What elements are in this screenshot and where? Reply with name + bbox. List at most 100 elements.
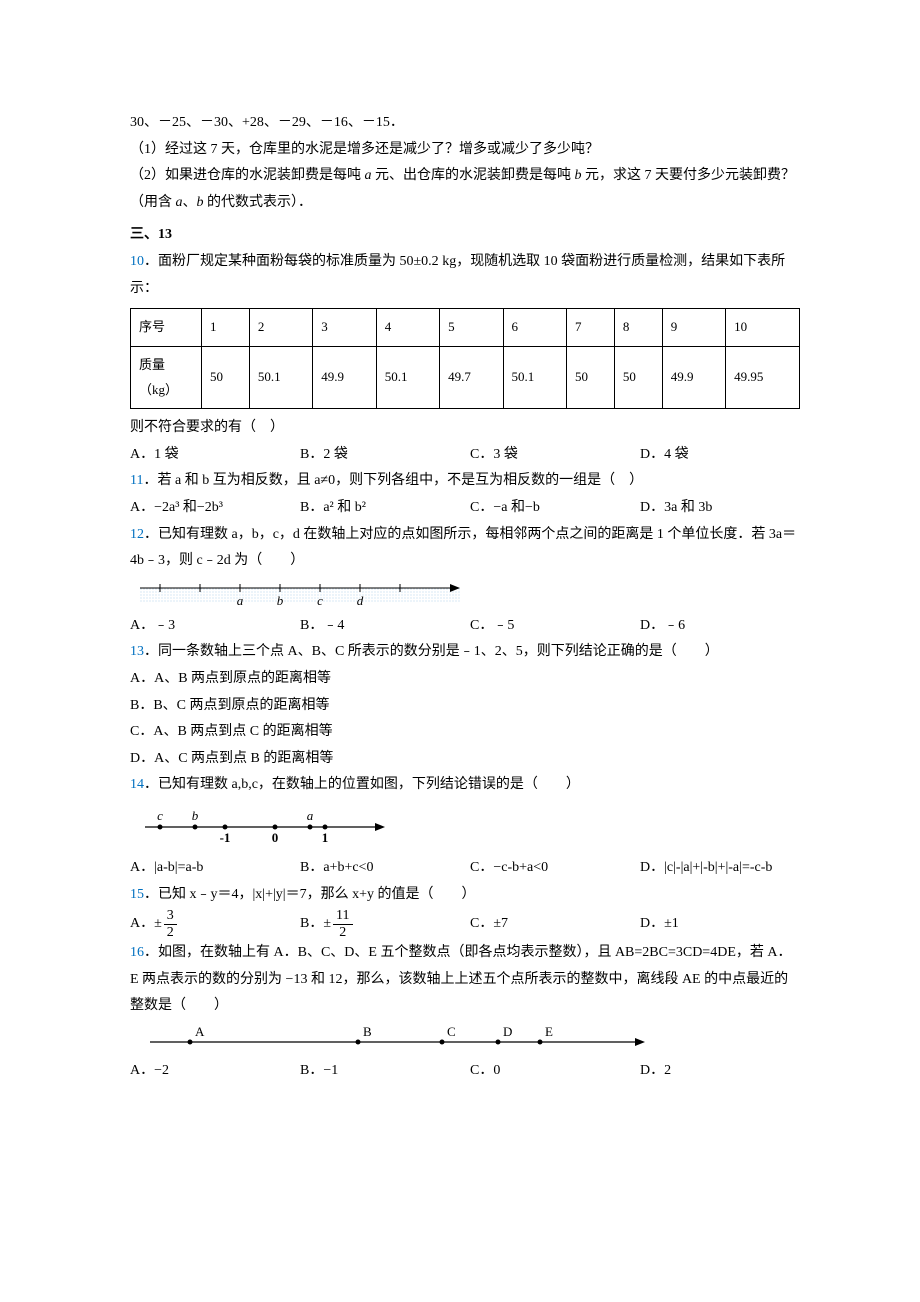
q14-text: ．已知有理数 a,b,c，在数轴上的位置如图，下列结论错误的是（ ） [144, 777, 580, 792]
q11-A: A．−2a³ 和−2b³ [130, 495, 300, 522]
q2-d: 、 [183, 195, 197, 210]
q10-a: 面粉厂规定某种面粉每袋的标准质量为 [158, 254, 400, 269]
q15-C: C．±7 [470, 911, 640, 938]
q16-text: ．如图，在数轴上有 A．B、C、D、E 五个整数点（即各点均表示整数），且 AB… [130, 945, 791, 1013]
q12-text: ．已知有理数 a，b，c，d 在数轴上对应的点如图所示，每相邻两个点之间的距离是… [130, 527, 796, 569]
q12-D: D．﹣6 [640, 613, 685, 640]
q16-C: C [447, 1024, 456, 1039]
q16-opt-A: A．−2 [130, 1058, 300, 1085]
q15-A-num: 3 [164, 908, 177, 924]
q12-B: B．﹣4 [300, 613, 470, 640]
th-2: 2 [249, 309, 312, 347]
q12-A: A．﹣3 [130, 613, 300, 640]
q14-C: C．−c-b+a<0 [470, 855, 640, 882]
q14-a: a [307, 808, 314, 823]
q13: 13．同一条数轴上三个点 A、B、C 所表示的数分别是﹣1、2、5，则下列结论正… [130, 639, 800, 666]
q12-label-b: b [277, 593, 284, 608]
q12-label-c: c [317, 593, 323, 608]
q10-D: D．4 袋 [640, 442, 689, 469]
q12-num: 12 [130, 527, 144, 542]
q14-m1: -1 [220, 830, 231, 845]
q16-opt-B: B．−1 [300, 1058, 470, 1085]
q16-figure: A B C D E [140, 1024, 800, 1054]
intro-line1: 30、－25、－30、+28、－29、－16、－15． [130, 110, 800, 137]
td-3: 49.9 [313, 346, 376, 408]
q15-A-pre: A．± [130, 916, 162, 931]
q15-num: 15 [130, 887, 144, 902]
var-a: a [365, 168, 372, 183]
q14: 14．已知有理数 a,b,c，在数轴上的位置如图，下列结论错误的是（ ） [130, 772, 800, 799]
q10-tail: 则不符合要求的有（ ） [130, 415, 800, 442]
q2-b: 元、出仓库的水泥装卸费是每吨 [372, 168, 575, 183]
q14-p1: 1 [322, 830, 329, 845]
q11-C: C．−a 和−b [470, 495, 640, 522]
q14-figure: c b a -1 0 1 [140, 807, 800, 847]
q10-num: 10 [130, 254, 144, 269]
q2-e: 的代数式表示）． [204, 195, 313, 210]
q12-label-a: a [237, 593, 244, 608]
table-data-row: 质量（kg） 50 50.1 49.9 50.1 49.7 50.1 50 50… [131, 346, 800, 408]
q12-opts: A．﹣3 B．﹣4 C．﹣5 D．﹣6 [130, 613, 800, 640]
section-3-heading: 三、13 [130, 222, 800, 249]
q16: 16．如图，在数轴上有 A．B、C、D、E 五个整数点（即各点均表示整数），且 … [130, 940, 800, 1020]
th-6: 6 [503, 309, 566, 347]
q15-A-den: 2 [164, 925, 177, 940]
q12-figure: a b c d [140, 579, 800, 609]
q15-D: D．±1 [640, 911, 679, 938]
th-8: 8 [614, 309, 662, 347]
q16-B: B [363, 1024, 372, 1039]
td-1: 50 [202, 346, 250, 408]
q12-label-d: d [357, 593, 364, 608]
q16-opts: A．−2 B．−1 C．0 D．2 [130, 1058, 800, 1085]
q16-A: A [195, 1024, 205, 1039]
q14-z: 0 [272, 830, 279, 845]
q2-a: （2）如果进仓库的水泥装卸费是每吨 [130, 168, 365, 183]
q11-B: B．a² 和 b² [300, 495, 470, 522]
q15-opts: A．±32 B．±112 C．±7 D．±1 [130, 908, 800, 940]
q10-unit: kg， [439, 254, 471, 269]
rowlabel: 质量（kg） [131, 346, 202, 408]
q10-C: C．3 袋 [470, 442, 640, 469]
intro-q1: （1）经过这 7 天，仓库里的水泥是增多还是减少了？增多或减少了多少吨？ [130, 137, 800, 164]
var-a2: a [176, 195, 183, 210]
q16-D: D [503, 1024, 512, 1039]
var-b2: b [197, 195, 204, 210]
q15-B-den: 2 [333, 925, 352, 940]
q10: 10．面粉厂规定某种面粉每袋的标准质量为 50±0.2 kg，现随机选取 10 … [130, 249, 800, 302]
td-2: 50.1 [249, 346, 312, 408]
td-4: 50.1 [376, 346, 439, 408]
q12: 12．已知有理数 a，b，c，d 在数轴上对应的点如图所示，每相邻两个点之间的距… [130, 522, 800, 575]
q11-opts: A．−2a³ 和−2b³ B．a² 和 b² C．−a 和−b D．3a 和 3… [130, 495, 800, 522]
q13-C: C．A、B 两点到点 C 的距离相等 [130, 719, 800, 746]
td-7: 50 [566, 346, 614, 408]
q16-opt-D: D．2 [640, 1058, 671, 1085]
td-9: 49.9 [662, 346, 725, 408]
td-6: 50.1 [503, 346, 566, 408]
q13-text: ．同一条数轴上三个点 A、B、C 所表示的数分别是﹣1、2、5，则下列结论正确的… [144, 644, 719, 659]
q13-D: D．A、C 两点到点 B 的距离相等 [130, 746, 800, 773]
th-3: 3 [313, 309, 376, 347]
th-7: 7 [566, 309, 614, 347]
intro-q2: （2）如果进仓库的水泥装卸费是每吨 a 元、出仓库的水泥装卸费是每吨 b 元，求… [130, 163, 800, 216]
q15-B: B．±112 [300, 908, 470, 940]
q14-A: A．|a-b|=a-b [130, 855, 300, 882]
th-10: 10 [726, 309, 800, 347]
td-10: 49.95 [726, 346, 800, 408]
q10-std: 50±0.2 [400, 254, 439, 269]
q10-dot: ． [144, 254, 158, 269]
q13-B: B．B、C 两点到原点的距离相等 [130, 693, 800, 720]
th-0: 序号 [131, 309, 202, 347]
q14-num: 14 [130, 777, 144, 792]
q13-num: 13 [130, 644, 144, 659]
th-1: 1 [202, 309, 250, 347]
q14-B: B．a+b+c<0 [300, 855, 470, 882]
q15-text: ．已知 x﹣y＝4，|x|+|y|＝7，那么 x+y 的值是（ ） [144, 887, 476, 902]
q16-E: E [545, 1024, 553, 1039]
q11-text: ．若 a 和 b 互为相反数，且 a≠0，则下列各组中，不是互为相反数的一组是（… [143, 473, 643, 488]
q11: 11．若 a 和 b 互为相反数，且 a≠0，则下列各组中，不是互为相反数的一组… [130, 468, 800, 495]
q14-opts: A．|a-b|=a-b B．a+b+c<0 C．−c-b+a<0 D．|c|-|… [130, 855, 800, 882]
q15-B-pre: B．± [300, 916, 331, 931]
q15-B-num: 11 [333, 908, 352, 924]
q12-C: C．﹣5 [470, 613, 640, 640]
q15: 15．已知 x﹣y＝4，|x|+|y|＝7，那么 x+y 的值是（ ） [130, 882, 800, 909]
